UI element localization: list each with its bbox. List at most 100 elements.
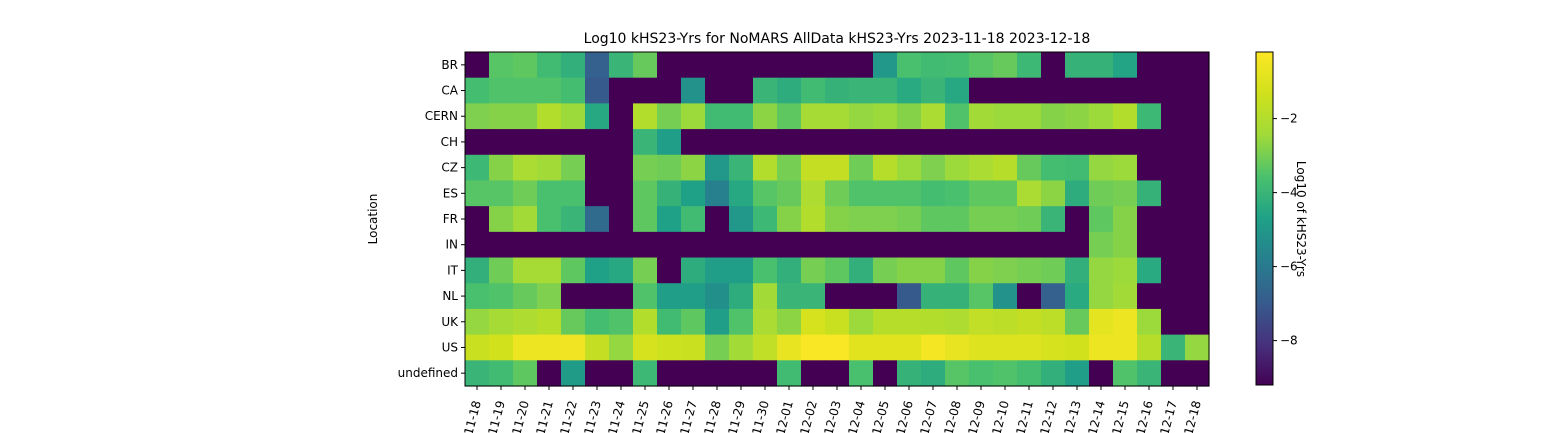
heatmap-cell	[1161, 231, 1186, 259]
y-tick-label: US	[442, 340, 458, 354]
y-tick-label: CA	[441, 84, 458, 98]
y-tick-label: CZ	[441, 161, 458, 175]
heatmap-cell	[609, 103, 634, 130]
heatmap-cell	[513, 206, 538, 233]
heatmap-cell	[561, 180, 586, 207]
heatmap-cell	[945, 206, 970, 233]
heatmap-cell	[777, 52, 802, 79]
y-tick-label: CH	[441, 135, 458, 149]
heatmap-cell	[1017, 154, 1042, 182]
heatmap-cell	[1113, 154, 1138, 182]
heatmap-cell	[897, 231, 922, 259]
heatmap-cell	[609, 334, 634, 361]
heatmap-cell	[945, 180, 970, 207]
heatmap-cell	[681, 77, 706, 104]
heatmap-cell	[1017, 283, 1042, 310]
heatmap-cell	[801, 360, 826, 387]
heatmap-cell	[873, 180, 898, 207]
heatmap-cell	[1113, 77, 1138, 104]
heatmap-cell	[921, 52, 946, 79]
heatmap-cell	[465, 52, 490, 79]
heatmap-cell	[1185, 206, 1210, 233]
heatmap-cell	[1185, 231, 1210, 259]
colorbar-tick-label: −4	[1280, 186, 1298, 200]
heatmap-cell	[561, 52, 586, 79]
heatmap-cell	[753, 180, 778, 207]
heatmap-cell	[1017, 52, 1042, 79]
heatmap-cell	[1041, 52, 1066, 79]
heatmap-cell	[1041, 360, 1066, 387]
heatmap-cell	[585, 180, 610, 207]
heatmap-cell	[753, 257, 778, 284]
heatmap-cell	[681, 103, 706, 130]
heatmap-cell	[849, 129, 874, 156]
heatmap-cell	[1065, 334, 1090, 361]
heatmap-cell	[489, 334, 514, 361]
heatmap-cell	[465, 129, 490, 156]
y-tick-label: FR	[443, 212, 458, 226]
heatmap-cell	[1161, 129, 1186, 156]
heatmap-cell	[1065, 360, 1090, 387]
x-tick-label: 12-13	[1061, 399, 1084, 433]
heatmap-cell	[1137, 283, 1162, 310]
heatmap-cell	[681, 129, 706, 156]
heatmap-cell	[849, 257, 874, 284]
x-tick-label: 12-09	[965, 399, 988, 433]
heatmap-cell	[657, 283, 682, 310]
heatmap-cell	[1017, 103, 1042, 130]
heatmap-cell	[537, 231, 562, 259]
heatmap-cell	[1065, 206, 1090, 233]
heatmap-cell	[633, 180, 658, 207]
y-tick-label: undefined	[398, 366, 458, 380]
heatmap-cell	[585, 231, 610, 259]
heatmap-cell	[825, 257, 850, 284]
heatmap-cell	[993, 308, 1018, 336]
x-tick-label: 12-16	[1133, 399, 1156, 433]
heatmap-cell	[681, 283, 706, 310]
heatmap-cell	[945, 334, 970, 361]
heatmap-cell	[681, 206, 706, 233]
heatmap-cell	[969, 180, 994, 207]
heatmap-cell	[1137, 103, 1162, 130]
x-tick-label: 12-03	[821, 399, 844, 433]
x-tick-label: 12-08	[941, 399, 964, 433]
heatmap-cell	[801, 308, 826, 336]
heatmap-cell	[945, 129, 970, 156]
heatmap-cell	[681, 154, 706, 182]
heatmap-cell	[1161, 360, 1186, 387]
x-tick-label: 11-18	[461, 399, 484, 433]
heatmap-cell	[1041, 334, 1066, 361]
heatmap-cell	[1185, 308, 1210, 336]
heatmap-cell	[825, 180, 850, 207]
heatmap-cell	[561, 257, 586, 284]
heatmap-cell	[537, 308, 562, 336]
heatmap-cell	[777, 360, 802, 387]
heatmap-cell	[1113, 257, 1138, 284]
heatmap-cell	[969, 52, 994, 79]
heatmap-cell	[537, 206, 562, 233]
x-tick-label: 11-29	[725, 399, 748, 433]
heatmap-cell	[681, 231, 706, 259]
heatmap-cell	[1089, 154, 1114, 182]
heatmap-cell	[585, 103, 610, 130]
x-tick-label: 11-19	[485, 399, 508, 433]
heatmap-cell	[945, 257, 970, 284]
heatmap-cell	[537, 154, 562, 182]
heatmap-cell	[1041, 231, 1066, 259]
heatmap-cell	[945, 154, 970, 182]
x-tick-label: 11-21	[533, 399, 556, 433]
heatmap-cell	[897, 206, 922, 233]
heatmap-cell	[1161, 257, 1186, 284]
y-tick-label: ES	[443, 186, 458, 200]
heatmap-cell	[633, 52, 658, 79]
heatmap-cell	[1065, 257, 1090, 284]
heatmap-cell	[873, 129, 898, 156]
heatmap-cell	[465, 103, 490, 130]
heatmap-cell	[465, 283, 490, 310]
heatmap-cell	[561, 206, 586, 233]
heatmap-cell	[1017, 231, 1042, 259]
heatmap-cell	[633, 231, 658, 259]
heatmap-cell	[1089, 231, 1114, 259]
heatmap-cell	[825, 308, 850, 336]
heatmap-cell	[1185, 154, 1210, 182]
